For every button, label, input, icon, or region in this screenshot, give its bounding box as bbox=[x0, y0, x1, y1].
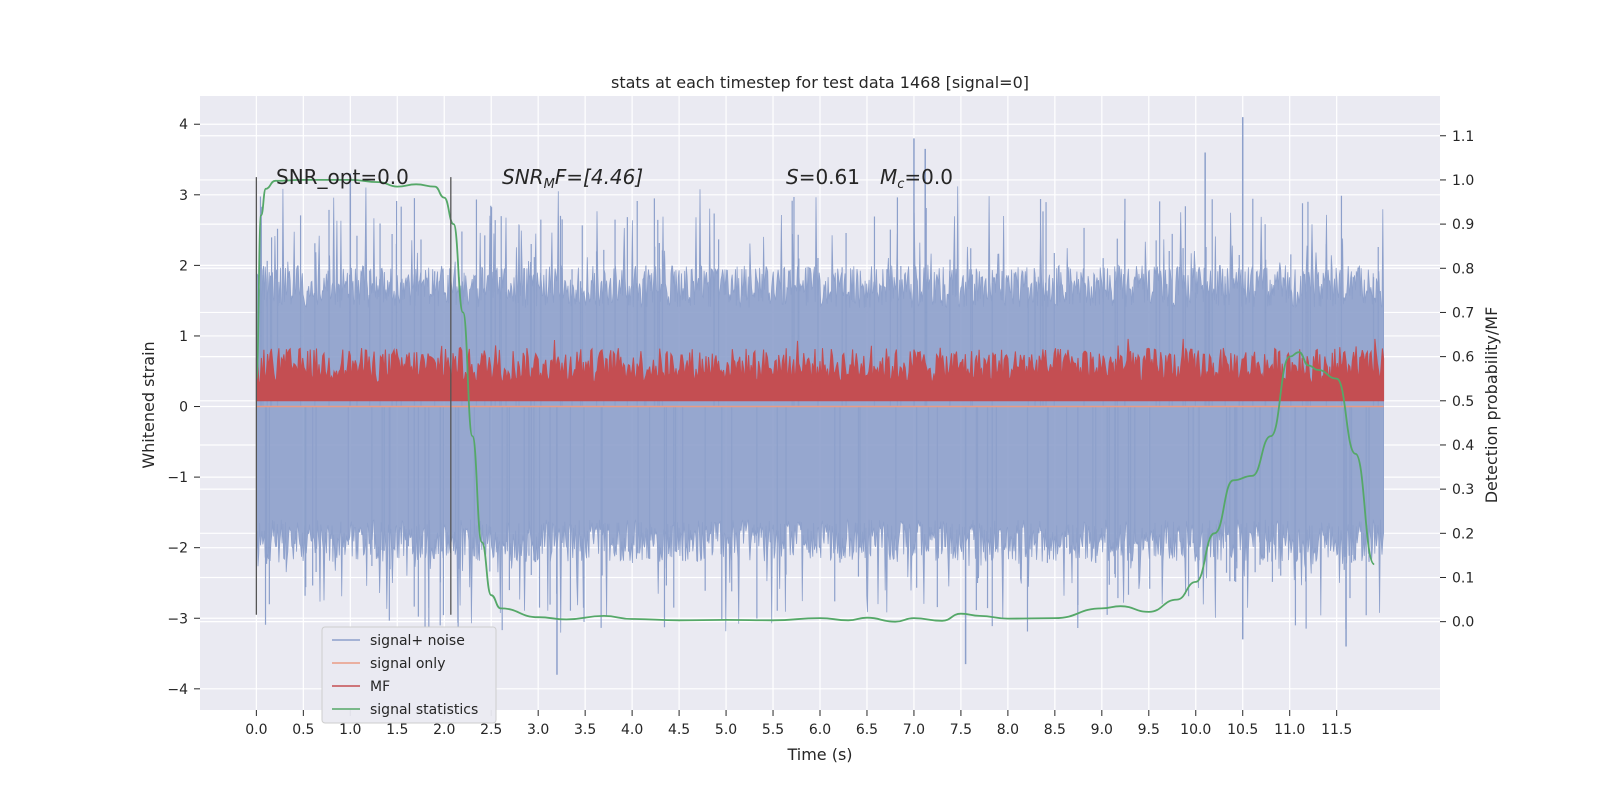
x-axis-label: Time (s) bbox=[786, 745, 852, 764]
annotation-snr-mf-rest: F=[4.46] bbox=[555, 165, 643, 189]
y2-axis-ticks: 1.1 1.0 0.9 0.8 0.7 0.6 0.5 0.4 0.3 0.2 0.1 0.0 bbox=[1440, 129, 1474, 631]
x-tick-label: 6.0 bbox=[809, 722, 831, 738]
legend: signal+ noise signal only MF signal stat… bbox=[321, 626, 497, 724]
annotation-mc-value: =0.0 bbox=[904, 165, 953, 189]
x-tick-label: 10.5 bbox=[1227, 722, 1258, 738]
x-tick-label: 1.5 bbox=[386, 722, 408, 738]
annotation-s: S=0.61 bbox=[786, 165, 860, 189]
legend-box bbox=[321, 626, 497, 724]
y-tick-label: −1 bbox=[167, 470, 188, 486]
annotation-s-label: S bbox=[786, 165, 799, 189]
x-tick-label: 4.5 bbox=[668, 722, 690, 738]
x-tick-label: 7.5 bbox=[950, 722, 972, 738]
y-tick-label: 1 bbox=[179, 329, 188, 345]
x-tick-label: 5.5 bbox=[762, 722, 784, 738]
x-tick-label: 4.0 bbox=[621, 722, 643, 738]
annotation-snr-mf-sub: M bbox=[544, 177, 555, 192]
vertical-markers bbox=[255, 177, 452, 615]
y2-tick-label: 1.1 bbox=[1452, 129, 1474, 145]
annotation-snr-mf-label: SNR bbox=[502, 165, 544, 189]
legend-label-mf: MF bbox=[370, 679, 390, 695]
chart-title: stats at each timestep for test data 146… bbox=[611, 73, 1029, 92]
x-axis-ticks: 0.0 0.5 1.0 1.5 2.0 2.5 3.0 3.5 4.0 4.5 5.0 5.5 6.0 6… bbox=[245, 710, 1352, 738]
y-tick-label: 4 bbox=[179, 117, 188, 133]
annotation-mc-sub: c bbox=[897, 177, 904, 192]
y2-tick-label: 0.7 bbox=[1452, 305, 1474, 321]
x-tick-label: 6.5 bbox=[856, 722, 878, 738]
y2-tick-label: 0.1 bbox=[1452, 570, 1474, 586]
x-tick-label: 3.0 bbox=[527, 722, 549, 738]
x-tick-label: 8.0 bbox=[997, 722, 1019, 738]
y-tick-label: −3 bbox=[167, 611, 188, 627]
y2-tick-label: 0.2 bbox=[1452, 526, 1474, 542]
x-tick-label: 9.0 bbox=[1091, 722, 1113, 738]
annotation-mc-label: M bbox=[880, 165, 897, 189]
x-tick-label: 2.0 bbox=[433, 722, 455, 738]
signal-statistics-line bbox=[255, 178, 1376, 623]
x-tick-label: 8.5 bbox=[1044, 722, 1066, 738]
y2-tick-label: 0.6 bbox=[1452, 350, 1474, 366]
y-tick-label: 3 bbox=[179, 188, 188, 204]
legend-label-signal-statistics: signal statistics bbox=[370, 702, 478, 718]
annotation-snr-mf: SNRMF=[4.46] bbox=[502, 165, 643, 192]
y2-tick-label: 0.5 bbox=[1452, 394, 1474, 410]
y-tick-label: 2 bbox=[179, 258, 188, 274]
y2-axis-label: Detection probability/MF bbox=[1482, 307, 1501, 504]
x-tick-label: 0.5 bbox=[292, 722, 314, 738]
annotation-s-value: =0.61 bbox=[799, 165, 860, 189]
signal-noise-trace bbox=[255, 186, 1384, 633]
y-tick-label: −4 bbox=[167, 682, 188, 698]
y2-tick-label: 0.0 bbox=[1452, 615, 1474, 631]
y-axis-label: Whitened strain bbox=[139, 341, 158, 468]
y2-tick-label: 0.9 bbox=[1452, 217, 1474, 233]
y-tick-label: 0 bbox=[179, 400, 188, 416]
y-axis-ticks: 4 3 2 1 0 −1 −2 −3 −4 bbox=[167, 117, 200, 698]
y2-tick-label: 0.8 bbox=[1452, 261, 1474, 277]
legend-label-signal-noise: signal+ noise bbox=[370, 633, 465, 649]
annotations: SNR_opt=0.0 SNRMF=[4.46] S=0.61 Mc=0.0 bbox=[276, 165, 953, 192]
annotation-snr-opt: SNR_opt=0.0 bbox=[276, 165, 409, 189]
x-tick-label: 0.0 bbox=[245, 722, 267, 738]
y2-tick-label: 1.0 bbox=[1452, 173, 1474, 189]
x-tick-label: 11.5 bbox=[1321, 722, 1352, 738]
signal-statistics-series bbox=[255, 178, 1376, 623]
y-tick-label: −2 bbox=[167, 541, 188, 557]
x-tick-label: 1.0 bbox=[339, 722, 361, 738]
x-tick-label: 10.0 bbox=[1180, 722, 1211, 738]
x-tick-label: 5.0 bbox=[715, 722, 737, 738]
annotation-mc: Mc=0.0 bbox=[880, 165, 953, 192]
y2-tick-label: 0.4 bbox=[1452, 438, 1474, 454]
x-tick-label: 2.5 bbox=[480, 722, 502, 738]
x-tick-label: 11.0 bbox=[1274, 722, 1305, 738]
legend-label-signal-only: signal only bbox=[370, 656, 445, 672]
mf-trace bbox=[255, 338, 1385, 402]
mf-series bbox=[255, 338, 1385, 402]
y2-tick-label: 0.3 bbox=[1452, 482, 1474, 498]
x-tick-label: 7.0 bbox=[903, 722, 925, 738]
x-tick-label: 3.5 bbox=[574, 722, 596, 738]
x-tick-label: 9.5 bbox=[1138, 722, 1160, 738]
